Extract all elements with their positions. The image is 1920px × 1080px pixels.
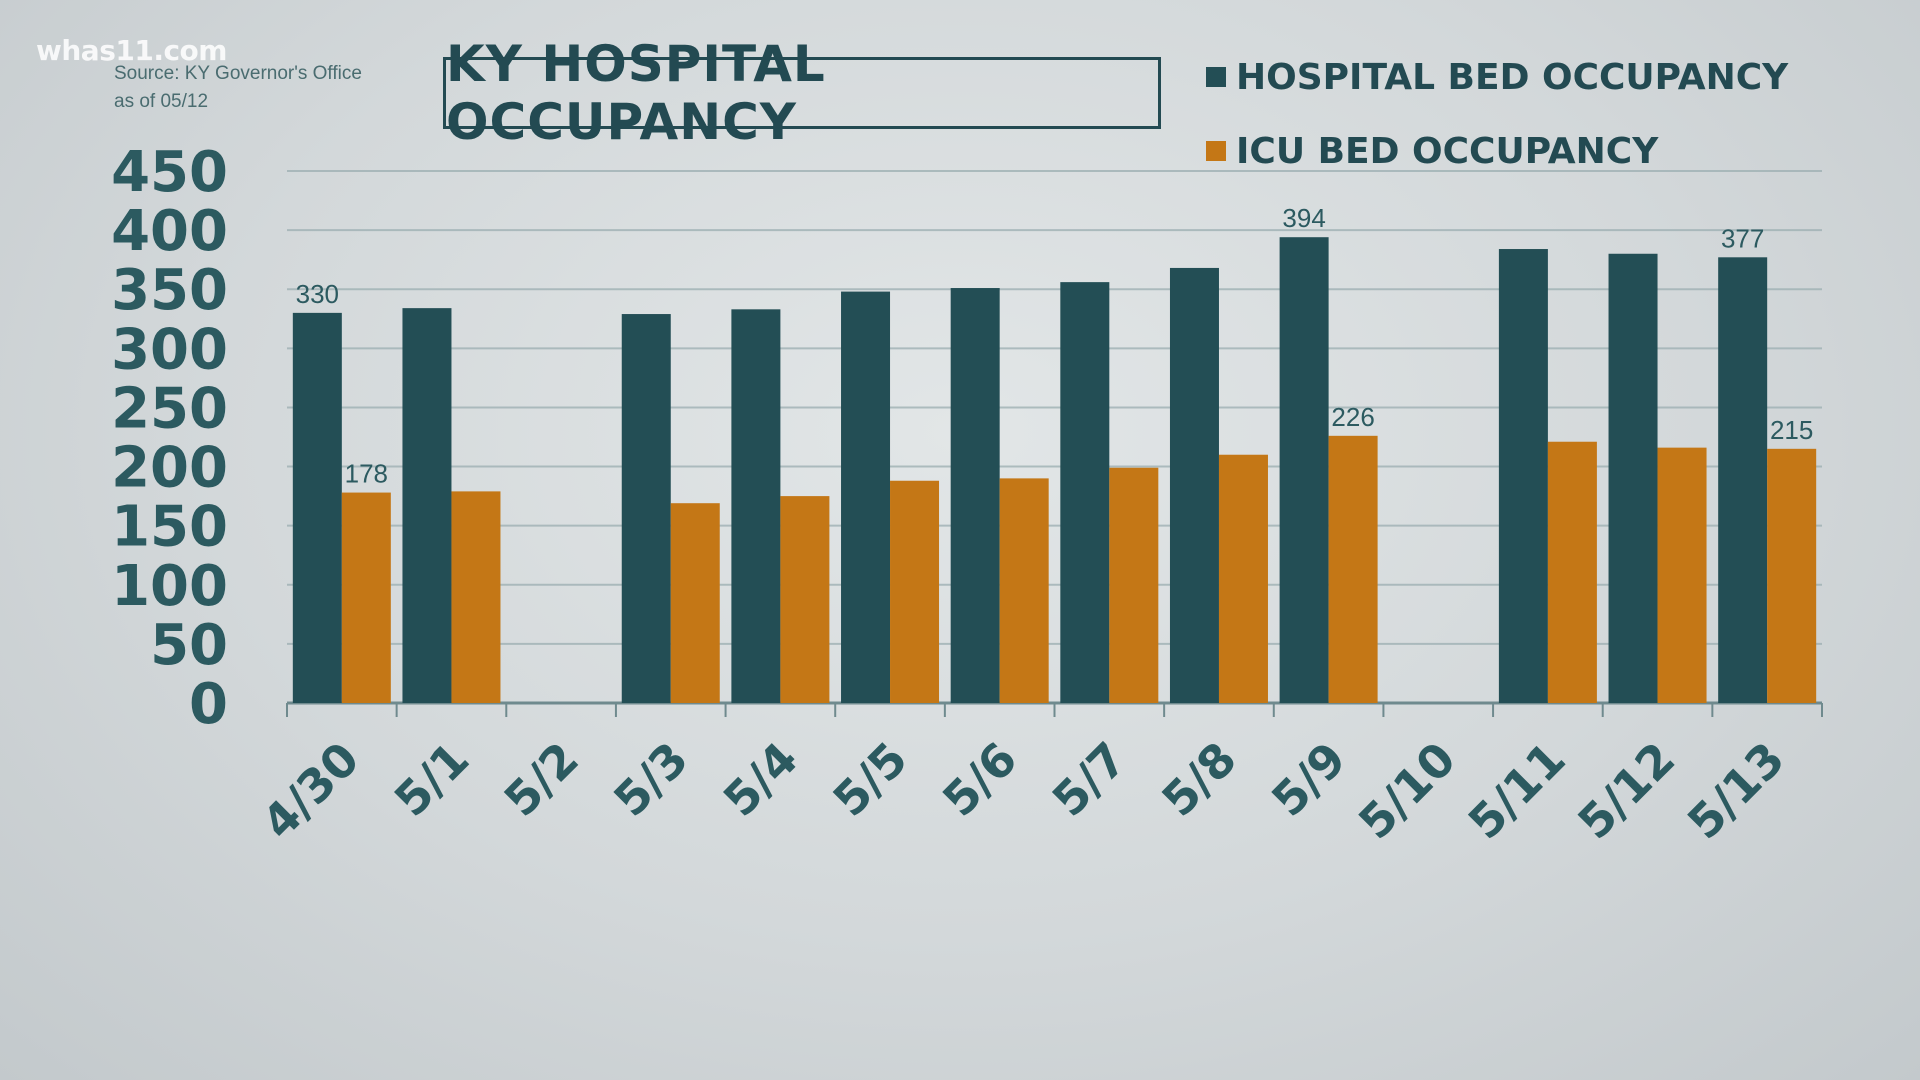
bar-icu-5/9 xyxy=(1328,435,1378,703)
x-tick-label: 5/11 xyxy=(1458,732,1576,850)
bar-icu-5/13 xyxy=(1767,448,1817,703)
legend-item-hospital: HOSPITAL BED OCCUPANCY xyxy=(1206,40,1788,114)
legend-swatch-icu xyxy=(1206,141,1226,161)
bar-icu-5/8 xyxy=(1218,454,1268,703)
x-tick-label: 5/7 xyxy=(1042,732,1137,827)
x-tick-label: 4/30 xyxy=(252,732,370,850)
x-tick-label: 5/12 xyxy=(1567,732,1685,850)
bar-icu-5/4 xyxy=(780,496,830,703)
bar-icu-5/11 xyxy=(1547,441,1597,703)
data-label: 330 xyxy=(296,279,339,309)
y-tick-label: 400 xyxy=(111,199,228,264)
legend-item-icu: ICU BED OCCUPANCY xyxy=(1206,114,1788,188)
y-tick-label: 150 xyxy=(111,495,228,560)
data-label: 178 xyxy=(345,459,388,489)
bar-hospital-5/1 xyxy=(402,308,452,703)
chart-title: KY HOSPITAL OCCUPANCY xyxy=(446,35,826,151)
bar-hospital-5/11 xyxy=(1498,249,1548,703)
bar-icu-5/12 xyxy=(1657,447,1707,703)
y-tick-label: 100 xyxy=(111,554,228,619)
bar-icu-5/6 xyxy=(999,478,1049,703)
bar-hospital-4/30 xyxy=(292,312,342,703)
bar-icu-5/3 xyxy=(670,503,720,703)
data-label: 377 xyxy=(1721,223,1764,253)
as-of-date: as of 05/12 xyxy=(114,91,209,112)
x-tick-label: 5/8 xyxy=(1151,732,1246,827)
x-tick-label: 5/10 xyxy=(1348,732,1466,850)
x-tick-label: 5/1 xyxy=(384,732,479,827)
x-tick-label: 5/6 xyxy=(932,732,1027,827)
source-note: Source: KY Governor's Office as of 05/12 xyxy=(114,60,362,116)
bar-hospital-5/8 xyxy=(1169,267,1219,703)
bar-hospital-5/7 xyxy=(1060,282,1110,703)
y-tick-label: 350 xyxy=(111,258,228,323)
bar-icu-5/1 xyxy=(451,491,501,703)
watermark-logo: whas11.com xyxy=(36,34,227,67)
bar-hospital-5/3 xyxy=(621,314,671,703)
legend-label-icu: ICU BED OCCUPANCY xyxy=(1236,130,1659,172)
x-tick-label: 5/3 xyxy=(603,732,698,827)
legend: HOSPITAL BED OCCUPANCY ICU BED OCCUPANCY xyxy=(1206,40,1788,188)
x-tick-label: 5/13 xyxy=(1677,732,1795,850)
bar-hospital-5/4 xyxy=(731,309,781,703)
bar-hospital-5/5 xyxy=(841,291,891,703)
y-tick-label: 250 xyxy=(111,376,228,441)
source-line: Source: KY Governor's Office xyxy=(114,63,362,84)
x-tick-label: 5/2 xyxy=(494,732,589,827)
data-label: 226 xyxy=(1331,402,1374,432)
y-tick-label: 50 xyxy=(150,613,228,678)
bar-hospital-5/6 xyxy=(950,288,1000,703)
bar-hospital-5/13 xyxy=(1718,257,1768,703)
data-label: 394 xyxy=(1282,203,1325,233)
x-tick-label: 5/9 xyxy=(1261,732,1356,827)
data-label: 215 xyxy=(1770,415,1813,445)
legend-swatch-hospital xyxy=(1206,67,1226,87)
bar-hospital-5/9 xyxy=(1279,237,1329,703)
chart-title-box: KY HOSPITAL OCCUPANCY xyxy=(443,35,1161,151)
y-tick-label: 450 xyxy=(111,140,228,205)
x-tick-label: 5/5 xyxy=(822,732,917,827)
bar-icu-4/30 xyxy=(341,492,391,703)
y-tick-label: 0 xyxy=(189,672,228,737)
bar-hospital-5/12 xyxy=(1608,253,1658,703)
bar-icu-5/5 xyxy=(890,480,940,703)
x-tick-label: 5/4 xyxy=(713,732,808,827)
y-tick-label: 200 xyxy=(111,436,228,501)
bar-icu-5/7 xyxy=(1109,467,1159,703)
y-tick-label: 300 xyxy=(111,317,228,382)
legend-label-hospital: HOSPITAL BED OCCUPANCY xyxy=(1236,56,1789,98)
